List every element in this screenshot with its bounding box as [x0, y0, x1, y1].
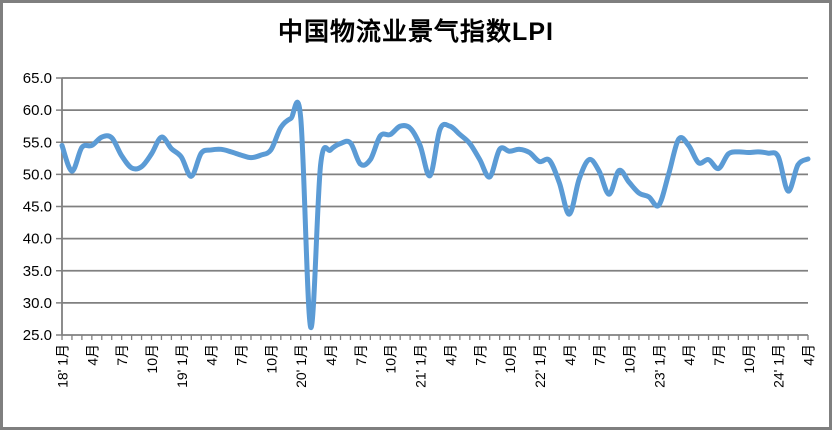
x-tick-label: 7月: [711, 344, 727, 366]
y-axis-labels: 65.0 60.0 55.0 50.0 45.0 40.0 35.0 30.0 25.0: [23, 70, 52, 344]
x-tick-label: 7月: [472, 344, 488, 366]
x-tick-label: 4月: [323, 344, 339, 366]
x-tick-label: 22' 1月: [532, 344, 548, 388]
y-tick-label: 45.0: [23, 199, 52, 216]
x-tick-label: 7月: [234, 344, 250, 366]
x-tick-label: 18' 1月: [55, 344, 71, 388]
chart-title: 中国物流业景气指数LPI: [278, 18, 554, 46]
x-tick-label: 24' 1月: [771, 344, 787, 388]
x-tick-label: 10月: [621, 344, 637, 374]
x-tick-label: 4月: [801, 344, 817, 366]
x-tick-label: 10月: [502, 344, 518, 374]
x-tick-label: 4月: [562, 344, 578, 366]
x-tick-label: 4月: [442, 344, 458, 366]
y-tick-label: 25.0: [23, 327, 52, 344]
x-tick-label: 10月: [383, 344, 399, 374]
x-tick-label: 20' 1月: [293, 344, 309, 388]
x-axis-labels: 18' 1月 4月 7月 10月 19' 1月 4月 7月 10月 20' 1月 4月 7月 10月 2…: [55, 344, 817, 388]
x-tick-label: 7月: [592, 344, 608, 366]
tick-marks: [56, 77, 809, 340]
x-tick-label: 4月: [204, 344, 220, 366]
y-tick-label: 30.0: [23, 295, 52, 312]
y-tick-label: 60.0: [23, 102, 52, 119]
x-tick-label: 7月: [114, 344, 130, 366]
x-tick-label: 10月: [263, 344, 279, 374]
lpi-series-line: [59, 99, 811, 330]
x-tick-label: 10月: [144, 344, 160, 374]
y-gridlines: [62, 77, 808, 304]
y-tick-label: 50.0: [23, 166, 52, 183]
x-tick-label: 4月: [84, 344, 100, 366]
x-tick-label: 23' 1月: [651, 344, 667, 388]
x-tick-label: 4月: [681, 344, 697, 366]
y-tick-label: 55.0: [23, 134, 52, 151]
x-tick-label: 19' 1月: [174, 344, 190, 388]
y-tick-label: 40.0: [23, 231, 52, 248]
x-tick-label: 7月: [353, 344, 369, 366]
y-tick-label: 35.0: [23, 263, 52, 280]
x-tick-label: 21' 1月: [413, 344, 429, 388]
x-tick-label: 10月: [741, 344, 757, 374]
y-tick-label: 65.0: [23, 70, 52, 87]
